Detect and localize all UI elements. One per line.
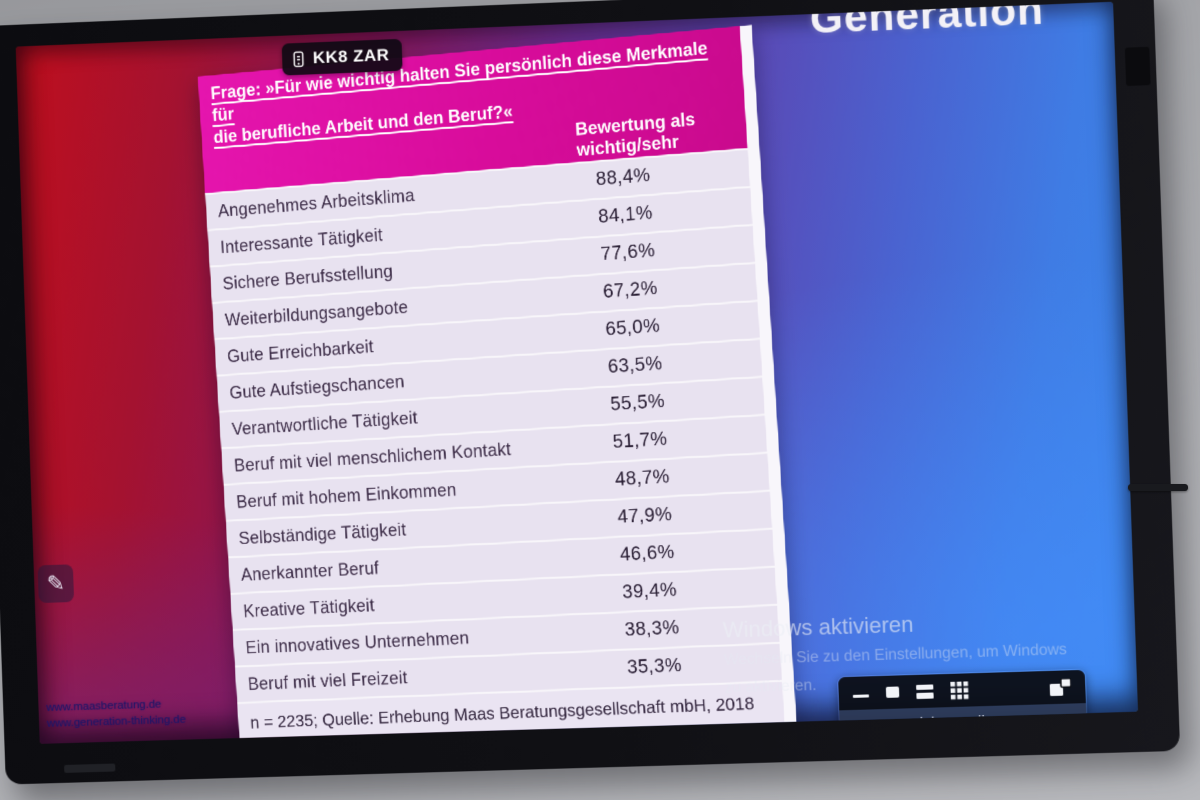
cast-code-badge: KK8 ZAR: [282, 39, 403, 76]
wall-mount-arm: [1128, 484, 1188, 491]
survey-table-slide: Frage: »Für wie wichtig halten Sie persö…: [198, 25, 797, 744]
table-rows: Angenehmes Arbeitsklima 88,4% Interessant…: [205, 148, 782, 704]
pencil-icon: ✎: [46, 571, 65, 597]
tv-frame: Generation Frage: »Für wie wichtig halte…: [0, 0, 1180, 785]
layout-rows-icon[interactable]: [916, 684, 934, 699]
row-value: 67,2%: [603, 271, 757, 304]
row-value: 51,7%: [612, 423, 767, 454]
site-links: www.maasberatung.de www.generation-think…: [46, 696, 186, 732]
stop-icon[interactable]: [886, 686, 899, 697]
annotation-pencil-button[interactable]: ✎: [38, 564, 75, 603]
row-value: 77,6%: [600, 233, 754, 266]
watermark-line1: Wechseln Sie zu den Einstellungen, um Wi…: [723, 640, 1067, 671]
row-value: 88,4%: [595, 157, 749, 191]
slide-title: Generation: [809, 2, 1045, 43]
row-value: 65,0%: [605, 309, 759, 341]
site-link-generation-thinking: www.generation-thinking.de: [47, 712, 186, 732]
row-value: 63,5%: [607, 347, 761, 379]
speaker-caption: Es spricht: Rüdiger Maas: [839, 703, 1087, 741]
row-value: 46,6%: [619, 537, 774, 567]
speaker-toolbar-panel: Es spricht: Rüdiger Maas: [837, 669, 1088, 743]
tv-screen: Generation Frage: »Für wie wichtig halte…: [16, 2, 1138, 744]
row-value: 39,4%: [622, 575, 777, 604]
pip-icon[interactable]: [1049, 678, 1071, 696]
row-value: 84,1%: [598, 195, 752, 229]
bezel-mount-tab: [1125, 47, 1151, 86]
grid-icon[interactable]: [950, 681, 969, 700]
cast-code-label: KK8 ZAR: [313, 45, 390, 68]
row-value: 48,7%: [615, 461, 770, 492]
row-value: 55,5%: [610, 385, 765, 417]
minimize-icon[interactable]: [853, 688, 869, 698]
cast-device-icon: [291, 50, 306, 68]
tv-brand-logo: [64, 764, 115, 773]
row-value: 47,9%: [617, 499, 772, 529]
